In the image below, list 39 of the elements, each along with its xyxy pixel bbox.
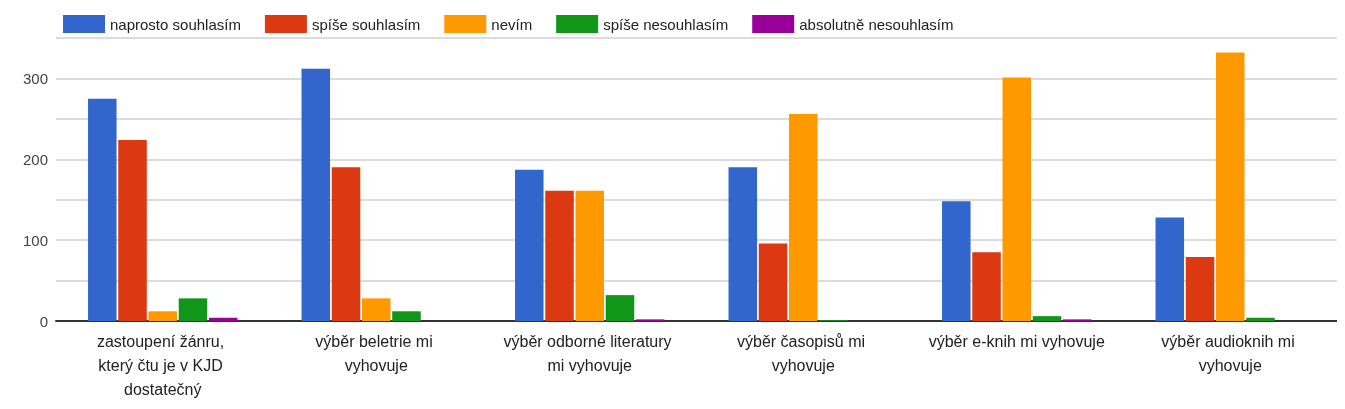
bar [1185, 257, 1215, 321]
bar [515, 169, 544, 321]
bar [605, 295, 635, 321]
bar [728, 167, 758, 321]
bar [545, 190, 574, 321]
x-tick-label: výběr beletrie mi vyhovuje [315, 332, 438, 374]
bar [88, 98, 117, 321]
bar [942, 201, 971, 321]
legend-label: nevím [491, 15, 533, 33]
bar [1032, 316, 1062, 321]
bar [1155, 217, 1185, 321]
bar [758, 243, 788, 321]
legend-label: naprosto souhlasím [110, 15, 241, 33]
y-tick-label: 0 [39, 312, 48, 330]
bar [301, 68, 331, 321]
bar [178, 298, 208, 321]
bar [361, 298, 391, 321]
legend-label: spíše souhlasím [311, 15, 421, 33]
y-tick-label: 300 [22, 69, 48, 87]
bar [392, 311, 421, 321]
bar [208, 317, 238, 321]
bar [331, 167, 361, 321]
bar [1002, 77, 1032, 321]
y-tick-label: 100 [22, 231, 48, 249]
bar [1246, 317, 1275, 321]
x-tick-label: zastoupení žánru, který čtu je v KJD dostatečný [96, 332, 229, 398]
bar [575, 190, 605, 321]
x-tick-label: výběr odborné literatury mi vyhovuje [503, 332, 677, 374]
bar [1215, 52, 1245, 321]
bar [118, 139, 147, 321]
bar [972, 252, 1001, 321]
legend-label: absolutně nesouhlasím [799, 15, 954, 33]
x-tick-label: výběr e-knih mi vyhovuje [928, 332, 1105, 350]
bar [148, 311, 178, 321]
legend-label: spíše nesouhlasím [603, 15, 729, 33]
x-tick-label: výběr audioknih mi vyhovuje [1161, 332, 1300, 374]
y-tick-label: 200 [22, 150, 48, 168]
x-tick-label: výběr časopisů mi vyhovuje [737, 332, 870, 374]
bar [788, 114, 818, 321]
